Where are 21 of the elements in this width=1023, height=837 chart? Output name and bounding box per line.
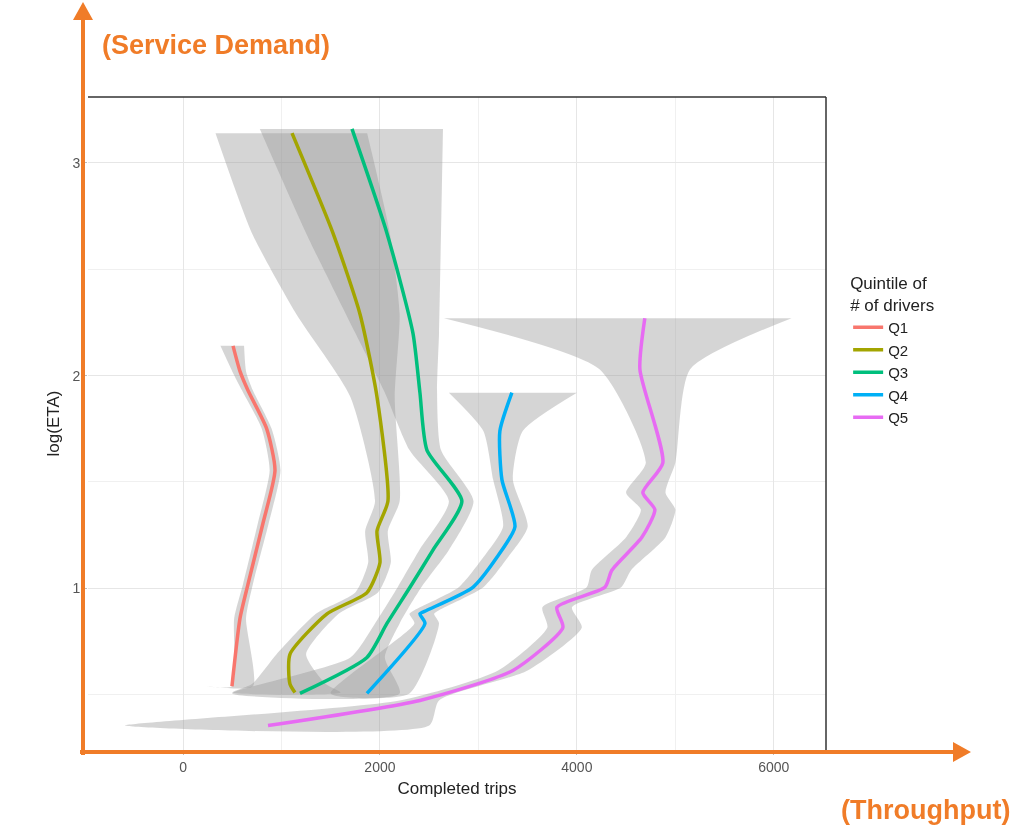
y-axis-title: log(ETA) xyxy=(43,390,63,457)
text: (Throughput) xyxy=(841,795,1011,825)
line-series xyxy=(298,127,464,696)
x-tick-label: 0 xyxy=(179,758,188,775)
text: (Service Demand) xyxy=(102,30,331,60)
x-axis-title: Completed trips xyxy=(397,779,517,799)
x-tick-label: 4000 xyxy=(561,758,593,775)
legend-label: Q2 xyxy=(888,341,909,359)
line-series xyxy=(365,390,517,696)
legend-title: Quintile of # of drivers xyxy=(850,273,935,315)
legend-label: Q4 xyxy=(888,386,909,404)
line-series xyxy=(230,344,277,688)
x-tick-label: 2000 xyxy=(364,758,396,775)
y-tick-label: 1 xyxy=(72,580,81,597)
y-tick-label: 2 xyxy=(72,367,81,384)
line-series xyxy=(266,316,665,728)
legend-label: Q5 xyxy=(888,409,909,427)
legend-label: Q1 xyxy=(888,319,909,337)
y-tick-label: 3 xyxy=(72,154,81,171)
x-tick-label: 6000 xyxy=(758,758,790,775)
legend-label: Q3 xyxy=(888,364,909,382)
